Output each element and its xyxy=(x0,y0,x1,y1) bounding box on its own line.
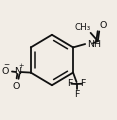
Text: NH: NH xyxy=(87,40,101,49)
Text: N: N xyxy=(15,67,22,77)
Text: O: O xyxy=(100,21,107,30)
Text: F: F xyxy=(80,79,86,88)
Text: O: O xyxy=(12,82,20,91)
Text: +: + xyxy=(18,63,23,69)
Text: CH₃: CH₃ xyxy=(74,23,90,32)
Text: −: − xyxy=(3,62,9,68)
Text: O: O xyxy=(2,67,9,76)
Text: F: F xyxy=(68,79,73,88)
Text: F: F xyxy=(74,90,79,99)
